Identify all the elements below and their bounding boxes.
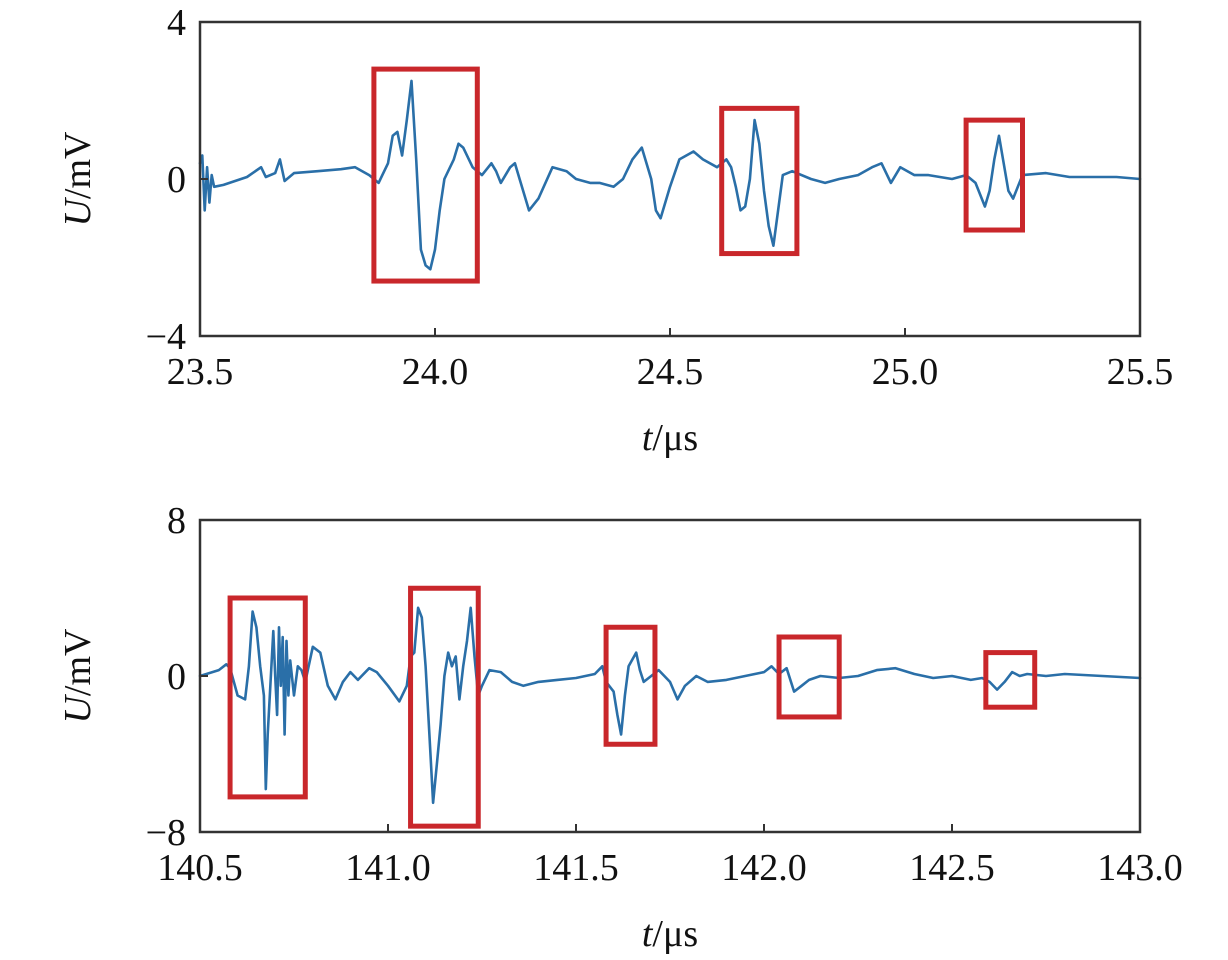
x-tick-label: 25.5: [1107, 351, 1174, 393]
x-axis-variable: t: [642, 417, 654, 459]
x-tick-label: 143.0: [1097, 847, 1183, 889]
highlight-box-2: [719, 105, 800, 257]
top-panel: 23.5 24.0 24.5 25.0 25.5 −4 0 4 t/μs U/mV: [57, 2, 1173, 459]
x-tick-label: 25.0: [872, 351, 939, 393]
plot-frame: [198, 518, 1142, 834]
bottom-panel: 140.5 141.0 141.5 142.0 142.5 143.0−808t/μsU/…: [57, 500, 1183, 955]
x-tick-label: 141.0: [345, 847, 431, 889]
y-axis-title: U/mV: [57, 131, 99, 227]
y-tick-label: 8: [167, 500, 186, 542]
x-axis-title: t/μs: [642, 913, 698, 955]
x-tick-label: 24.0: [402, 351, 469, 393]
x-tick-label: 142.0: [721, 847, 807, 889]
x-axis-unit: /μs: [652, 913, 698, 955]
series-line-u: [198, 79, 1142, 271]
y-axis-variable: U: [57, 197, 99, 227]
y-axis-title: U/mV: [57, 628, 99, 724]
x-tick-label: 142.5: [909, 847, 995, 889]
x-tick-label: 140.5: [157, 847, 243, 889]
y-axis-unit: /mV: [57, 131, 99, 199]
x-tick-label: 24.5: [637, 351, 704, 393]
y-axis-variable: U: [57, 694, 99, 724]
x-tick-label: 141.5: [533, 847, 619, 889]
y-tick-label: −8: [146, 812, 186, 854]
y-axis-unit: /mV: [57, 628, 99, 696]
y-tick-label: 4: [167, 2, 186, 44]
y-tick-label: 0: [167, 159, 186, 201]
highlight-box-3: [963, 117, 1025, 233]
highlight-box-1: [371, 66, 480, 284]
y-tick-label: 0: [167, 656, 186, 698]
y-tick-label: −4: [146, 316, 186, 358]
highlight-box-3: [603, 624, 658, 747]
plot-frame: [198, 20, 1142, 338]
highlight-box-4: [776, 634, 842, 720]
x-axis-unit: /μs: [652, 417, 698, 459]
x-axis-variable: t: [642, 913, 654, 955]
highlight-box-2: [408, 585, 481, 829]
highlight-box-5: [983, 650, 1038, 710]
highlight-box-1: [227, 595, 308, 800]
x-tick-label: 23.5: [167, 351, 234, 393]
x-axis-title: t/μs: [642, 417, 698, 459]
